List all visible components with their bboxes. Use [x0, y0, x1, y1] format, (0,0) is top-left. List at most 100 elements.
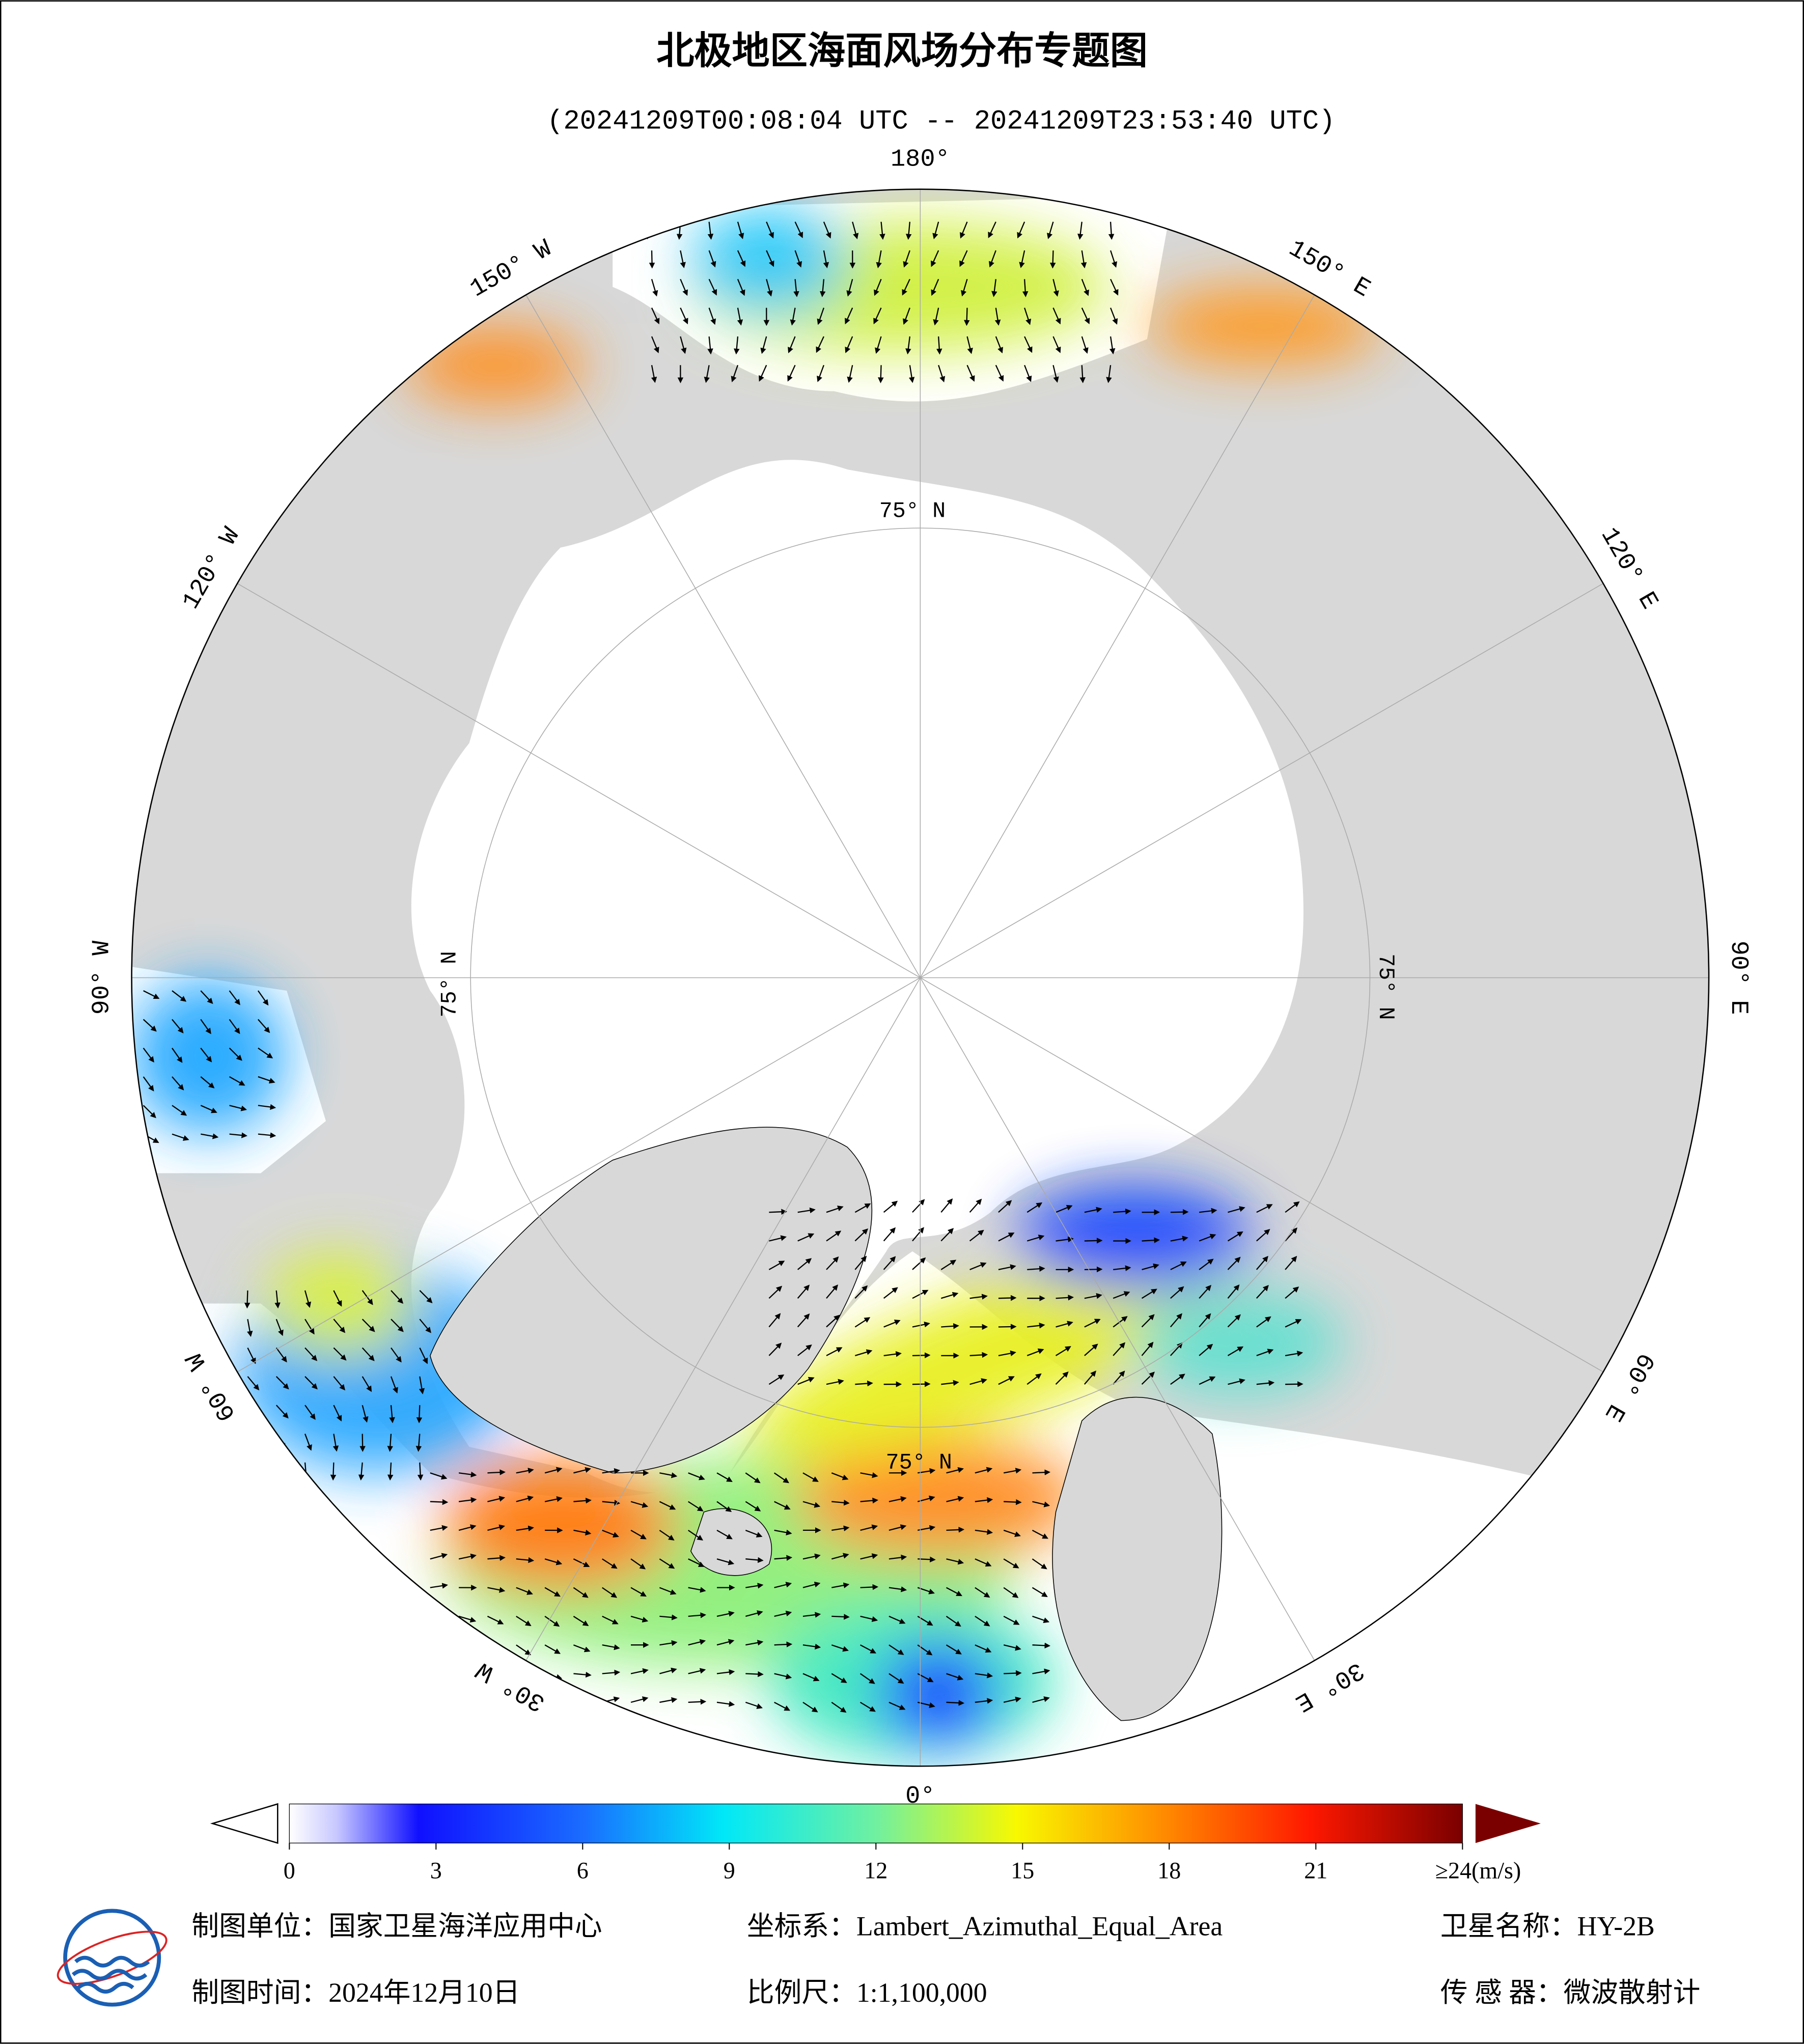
colorbar: 0 3 6 9 12 15 18 21 ≥24(m/s) [210, 1803, 1541, 1884]
wind-arrow [883, 1351, 902, 1357]
wind-arrow [659, 1472, 678, 1478]
wind-arrow [1109, 336, 1116, 355]
wind-arrow [819, 279, 826, 297]
wind-arrow [1003, 1696, 1021, 1703]
wind-arrow [797, 1258, 812, 1270]
longitude-label: 180° [891, 146, 950, 174]
meridian [920, 277, 1325, 978]
wind-arrow [544, 1496, 563, 1502]
meridian [516, 277, 921, 978]
wind-arrow [889, 1586, 907, 1592]
colorbar-tick-label: 18 [1157, 1858, 1181, 1884]
date: 制图时间：2024年12月10日 [191, 1977, 520, 2008]
wind-arrow [932, 221, 939, 240]
wind-arrow [516, 1557, 535, 1563]
wind-arrow [172, 1105, 187, 1116]
wind-arrow [247, 1376, 260, 1391]
wind-arrow [602, 1468, 620, 1474]
wind-arrow [969, 1262, 987, 1270]
title: 北极地区海面风场分布专题图 [656, 31, 1148, 72]
wind-arrow [1026, 1235, 1045, 1242]
wind-arrow [831, 1472, 849, 1480]
wind-arrow [883, 1227, 896, 1242]
wind-arrows [143, 221, 1303, 1713]
wind-arrow [946, 1615, 961, 1627]
wind-arrow [1032, 1696, 1050, 1703]
wind-arrow [774, 1529, 792, 1535]
wind-arrow [171, 1048, 183, 1063]
wind-arrow [1256, 1285, 1269, 1299]
wind-arrow [1032, 1615, 1050, 1623]
wind-arrow [688, 1639, 706, 1646]
wind-arrow [659, 1558, 675, 1569]
wind-arrow [975, 1558, 992, 1567]
wind-arrow [794, 250, 802, 268]
colorbar-tick-label: ≥24(m/s) [1435, 1858, 1521, 1884]
wind-arrow [975, 1698, 993, 1704]
wind-arrow [845, 307, 853, 325]
wind-arrow [994, 307, 1001, 326]
wind-arrow [826, 1314, 840, 1328]
wind-arrow [630, 1696, 649, 1703]
wind-arrow [458, 1553, 477, 1560]
wind-arrow [946, 1527, 965, 1533]
wind-arrow [229, 1132, 247, 1138]
wind-arrow [275, 1405, 289, 1419]
wind-arrow [602, 1615, 619, 1625]
wind-arrow [961, 278, 968, 297]
colorbar-tick-label: 0 [284, 1858, 295, 1884]
producer: 制图单位：国家卫星海洋应用中心 [191, 1911, 602, 1942]
wind-arrow [1003, 1615, 1020, 1625]
wind-arrow [1142, 1237, 1160, 1243]
meridian [920, 977, 1621, 1382]
wind-arrow [304, 1319, 315, 1335]
wind-arrow [659, 1697, 678, 1703]
wind-arrow [487, 1524, 505, 1531]
wind-arrow [768, 1342, 782, 1356]
wind-arrow [1106, 365, 1112, 383]
longitude-label: 90° W [88, 940, 116, 1015]
wind-arrow [1049, 250, 1056, 269]
wind-arrow [998, 1376, 1015, 1385]
colorbar-tick-label: 3 [430, 1858, 442, 1884]
wind-arrow [903, 250, 910, 268]
wind-arrow [1080, 250, 1087, 269]
wind-arrow [826, 1230, 842, 1242]
wind-arrow [946, 1673, 964, 1681]
wind-arrow [544, 1644, 561, 1654]
wind-arrow [716, 1501, 732, 1512]
wind-arrow [797, 1207, 816, 1214]
wind-arrow [938, 365, 946, 383]
wind-arrow [940, 1292, 959, 1299]
wind-arrow [1285, 1286, 1299, 1299]
wind-arrow [797, 1233, 815, 1242]
wind-arrow [790, 307, 796, 326]
wind-arrow [933, 307, 939, 326]
wind-arrow [389, 1405, 395, 1423]
wind-arrow [659, 1501, 676, 1510]
wind-arrow [1227, 1256, 1241, 1270]
lat-label: 75° N [879, 499, 946, 524]
wind-arrow [768, 1313, 781, 1328]
wind-arrow [1084, 1370, 1096, 1385]
colorbar-tick-label: 6 [577, 1858, 589, 1884]
wind-arrow [1084, 1207, 1102, 1213]
wind-arrow [333, 1319, 346, 1333]
wind-arrow [1227, 1231, 1243, 1242]
wind-arrow [745, 1671, 764, 1677]
wind-arrow [883, 1256, 896, 1270]
wind-arrow [889, 1615, 906, 1624]
wind-arrow [773, 1472, 789, 1483]
wind-arrow [573, 1558, 590, 1567]
wind-arrow [716, 1611, 735, 1617]
wind-arrow [487, 1469, 506, 1475]
wind-arrow [802, 1581, 821, 1588]
wind-arrow [959, 250, 968, 267]
wind-arrow [716, 1701, 735, 1707]
wind-arrow [602, 1500, 621, 1506]
wind-arrow [333, 1376, 346, 1391]
colorbar-low-arrow [210, 1803, 279, 1844]
wind-arrow [846, 279, 853, 297]
wind-arrow [831, 1701, 847, 1713]
wind-arrow [823, 221, 831, 239]
